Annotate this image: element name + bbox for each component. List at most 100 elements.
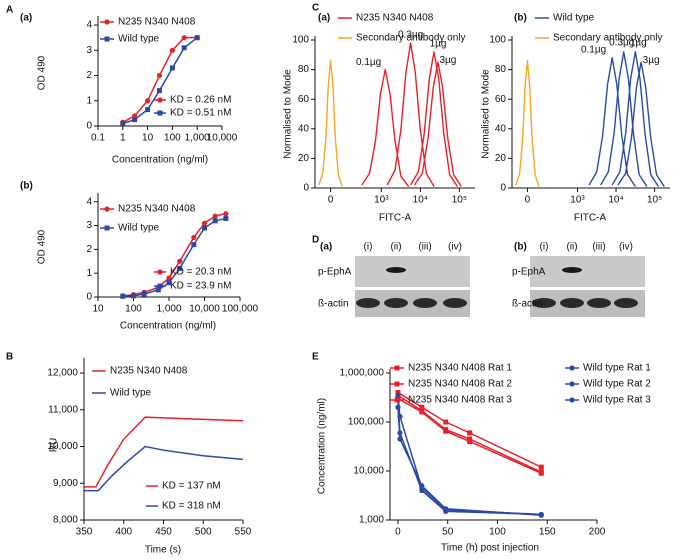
density-curve	[588, 57, 636, 187]
marker	[156, 72, 163, 79]
x-tick-label: 1	[120, 133, 126, 144]
curve-label: 3µg	[439, 55, 456, 66]
marker	[157, 97, 163, 103]
marker	[467, 430, 473, 436]
y-axis-label: Normalised to Mode	[481, 69, 492, 159]
panel-label: B	[6, 352, 13, 363]
marker	[395, 389, 401, 395]
y-tick-label: 100	[489, 35, 506, 46]
series-line	[84, 445, 244, 492]
y-tick-label: 3	[86, 220, 92, 231]
y-tick-label: 60	[495, 94, 507, 105]
curve-label: 3µg	[643, 55, 660, 66]
curve-label: 1µg	[430, 38, 447, 49]
y-tick-label: 2	[86, 70, 92, 81]
marker	[104, 36, 110, 42]
density-curve	[611, 51, 660, 187]
marker	[223, 211, 229, 217]
lane-label: (iii)	[592, 242, 605, 253]
marker	[177, 258, 183, 264]
marker	[191, 234, 197, 241]
x-axis-label: FITC-A	[574, 213, 607, 224]
chart-title: (a)	[318, 13, 330, 24]
panel-label: A	[6, 5, 13, 16]
y-tick-label: 2	[86, 244, 92, 255]
annotation: KD = 137 nM	[162, 481, 221, 492]
x-tick-label: 0	[328, 195, 334, 206]
x-tick-label: 500	[195, 527, 212, 538]
density-curve	[361, 68, 410, 187]
series-line	[122, 217, 227, 298]
chart-title: (a)	[20, 13, 32, 24]
blot-band	[413, 298, 437, 308]
marker	[394, 365, 400, 371]
lane-label: (ii)	[390, 242, 401, 253]
blot-band	[587, 298, 611, 308]
blot-band	[532, 298, 556, 308]
row-label: p-EphA	[512, 267, 546, 278]
x-tick-label: 0.1	[91, 133, 105, 144]
marker	[419, 483, 425, 489]
panel-label: E	[312, 352, 319, 363]
marker	[419, 487, 425, 494]
marker	[569, 397, 575, 403]
x-tick-label: 450	[155, 527, 172, 538]
marker	[467, 438, 473, 444]
blot-band	[614, 298, 638, 308]
x-tick-label: 10⁴	[608, 195, 623, 206]
marker	[201, 220, 208, 226]
x-axis-label: Concentration (ng/ml)	[120, 321, 216, 332]
x-tick-label: 10⁵	[452, 195, 467, 206]
density-curve	[386, 42, 435, 187]
marker	[169, 65, 175, 71]
marker	[443, 419, 449, 425]
x-tick-label: 0	[525, 195, 531, 206]
curve-label: 1µg	[630, 37, 647, 48]
y-tick-label: 80	[298, 64, 310, 75]
y-tick-label: 0	[303, 183, 309, 194]
lane-label: (i)	[364, 242, 373, 253]
curve-label: 0.3µg	[398, 30, 423, 41]
legend-label: Secondary antibody only	[553, 33, 663, 44]
y-axis-label: Normalised to Mode	[283, 69, 294, 159]
marker	[569, 381, 575, 387]
blot-image	[355, 256, 470, 287]
y-tick-label: 11,000	[48, 404, 78, 415]
marker	[104, 19, 110, 25]
x-axis-label: FITC-A	[379, 213, 412, 224]
marker	[395, 392, 401, 398]
blot-band	[560, 298, 584, 308]
y-tick-label: 20	[495, 153, 507, 164]
lane-label: (iii)	[418, 242, 431, 253]
marker	[395, 404, 401, 410]
y-tick-label: 4	[86, 20, 92, 31]
marker	[132, 117, 138, 123]
y-axis-label: Concentration (ng/ml)	[317, 398, 328, 494]
blot-band	[443, 298, 467, 308]
marker	[104, 225, 110, 231]
annotation: KD = 20.3 nM	[170, 267, 231, 278]
marker	[166, 280, 172, 286]
marker	[131, 293, 136, 299]
x-tick-label: 1,000	[185, 133, 210, 144]
annotation: KD = 0.26 nM	[170, 95, 231, 106]
marker	[467, 436, 473, 442]
y-tick-label: 4	[86, 196, 92, 207]
x-tick-label: 10³	[570, 195, 585, 206]
y-tick-label: 40	[298, 123, 310, 134]
blot-band	[386, 267, 406, 273]
y-tick-label: 0	[86, 292, 92, 303]
x-tick-label: 10	[92, 304, 104, 315]
x-tick-label: 0	[395, 527, 401, 538]
x-tick-label: 10³	[374, 195, 389, 206]
x-tick-label: 50	[442, 527, 454, 538]
x-tick-label: 10⁴	[413, 195, 428, 206]
blot-title: (b)	[514, 242, 527, 253]
legend-label: Wild type Rat 1	[583, 363, 651, 374]
marker	[443, 428, 449, 434]
marker	[156, 88, 162, 94]
density-curve	[413, 61, 462, 187]
marker	[569, 365, 575, 371]
legend-label: N235 N340 N408 Rat 3	[408, 395, 512, 406]
density-curve	[617, 61, 665, 187]
